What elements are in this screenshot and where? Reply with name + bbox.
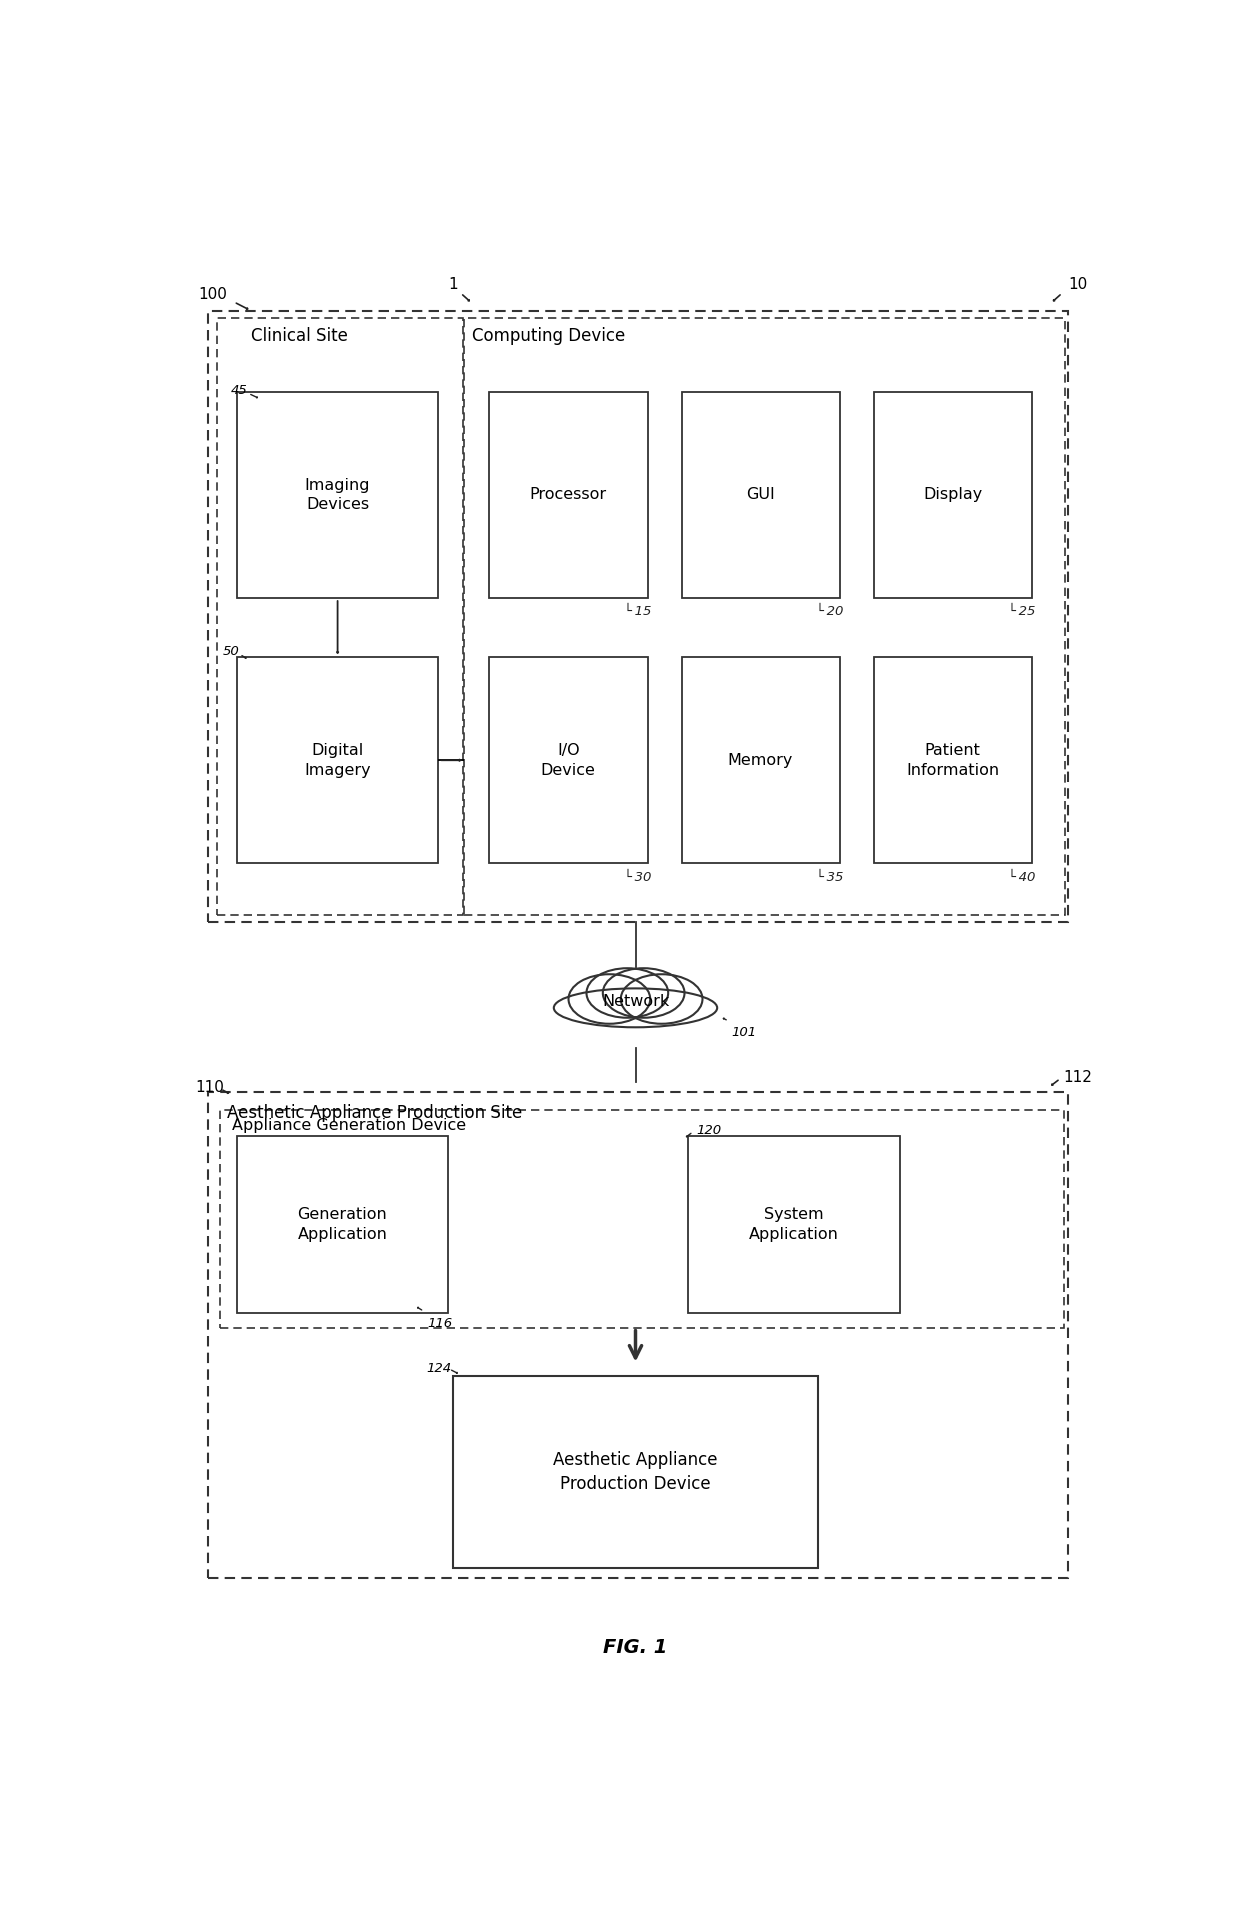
Bar xyxy=(688,1137,900,1313)
Text: I/O
Device: I/O Device xyxy=(541,743,595,777)
Text: System
Application: System Application xyxy=(749,1208,839,1242)
Bar xyxy=(221,1110,1064,1328)
Ellipse shape xyxy=(554,988,717,1028)
Bar xyxy=(490,657,649,863)
Text: 120: 120 xyxy=(696,1124,722,1137)
Ellipse shape xyxy=(587,968,668,1018)
Text: Memory: Memory xyxy=(728,752,794,768)
Bar xyxy=(874,657,1033,863)
Bar xyxy=(237,657,439,863)
Text: Processor: Processor xyxy=(529,488,606,503)
Text: └ 40: └ 40 xyxy=(1008,871,1035,884)
Bar xyxy=(208,1091,1068,1579)
Ellipse shape xyxy=(621,974,703,1024)
Ellipse shape xyxy=(568,974,650,1024)
Text: GUI: GUI xyxy=(746,488,775,503)
Text: 112: 112 xyxy=(1063,1070,1092,1085)
Ellipse shape xyxy=(603,968,684,1018)
Text: Network: Network xyxy=(601,995,670,1009)
Text: FIG. 1: FIG. 1 xyxy=(604,1638,667,1658)
Text: └ 15: └ 15 xyxy=(624,605,651,618)
Text: 110: 110 xyxy=(196,1079,224,1095)
Text: Aesthetic Appliance Production Site: Aesthetic Appliance Production Site xyxy=(227,1104,522,1122)
Text: 116: 116 xyxy=(427,1317,453,1330)
Text: Display: Display xyxy=(923,488,982,503)
Text: 101: 101 xyxy=(732,1026,756,1039)
Bar xyxy=(682,392,841,597)
Bar xyxy=(237,1137,448,1313)
Text: 1: 1 xyxy=(448,278,458,291)
Bar xyxy=(208,310,1068,923)
Bar xyxy=(453,1376,818,1568)
Text: 50: 50 xyxy=(222,645,239,658)
Bar xyxy=(874,392,1033,597)
Text: └ 30: └ 30 xyxy=(624,871,651,884)
Text: Generation
Application: Generation Application xyxy=(298,1208,387,1242)
Text: 10: 10 xyxy=(1068,278,1087,291)
Text: 45: 45 xyxy=(231,385,248,398)
Text: Patient
Information: Patient Information xyxy=(906,743,999,777)
Text: Appliance Generation Device: Appliance Generation Device xyxy=(232,1118,466,1133)
Text: └ 25: └ 25 xyxy=(1008,605,1035,618)
Text: Computing Device: Computing Device xyxy=(472,327,625,345)
Text: Clinical Site: Clinical Site xyxy=(250,327,348,345)
Text: 100: 100 xyxy=(198,287,227,302)
Bar xyxy=(465,318,1065,915)
Text: └ 35: └ 35 xyxy=(816,871,843,884)
Bar xyxy=(237,392,439,597)
Text: └ 20: └ 20 xyxy=(816,605,843,618)
Text: Aesthetic Appliance
Production Device: Aesthetic Appliance Production Device xyxy=(553,1451,718,1493)
Text: Imaging
Devices: Imaging Devices xyxy=(305,478,371,513)
Bar xyxy=(490,392,649,597)
Bar xyxy=(217,318,463,915)
Text: Digital
Imagery: Digital Imagery xyxy=(304,743,371,777)
Text: 124: 124 xyxy=(427,1361,451,1374)
Bar xyxy=(682,657,841,863)
